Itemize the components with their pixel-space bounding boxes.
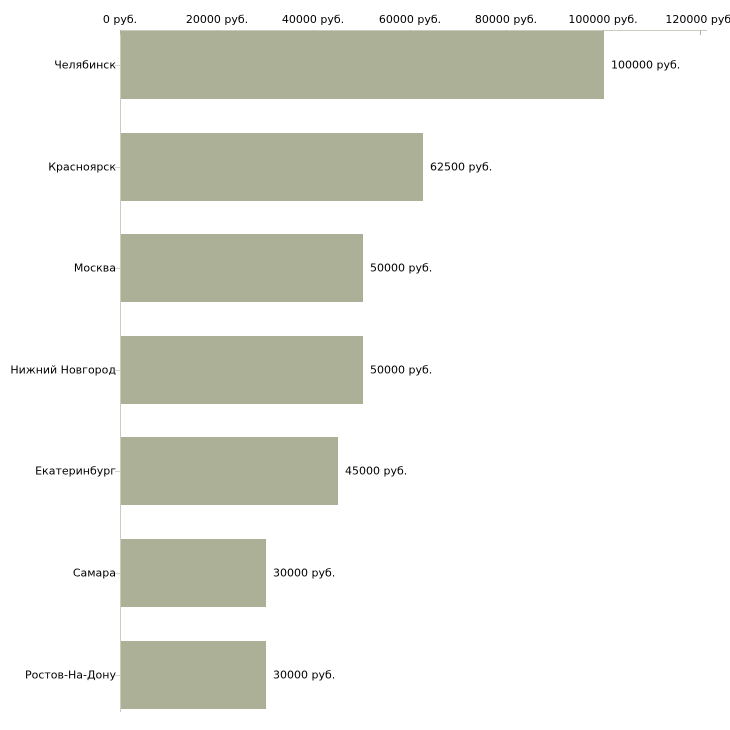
x-axis-tick-label: 80000 руб. — [474, 13, 538, 26]
category-label: Красноярск — [48, 160, 116, 174]
value-label: 30000 руб. — [273, 566, 336, 580]
value-label: 100000 руб. — [611, 58, 681, 72]
category-tick-mark — [115, 573, 120, 574]
y-axis-line — [120, 30, 121, 712]
bar-4 — [121, 336, 363, 404]
bar-6 — [121, 539, 266, 607]
x-axis-line — [120, 30, 707, 31]
x-axis-tick-label: 100000 руб. — [568, 13, 638, 26]
category-label: Екатеринбург — [35, 464, 116, 478]
category-tick-mark — [115, 268, 120, 269]
x-axis-tick-label: 20000 руб. — [185, 13, 249, 26]
category-label: Москва — [73, 261, 116, 275]
x-axis-tick-label: 0 руб. — [102, 13, 138, 26]
value-label: 45000 руб. — [345, 464, 408, 478]
category-label: Самара — [72, 566, 116, 580]
category-tick-mark — [115, 370, 120, 371]
value-label: 30000 руб. — [273, 668, 336, 682]
bar-7 — [121, 641, 266, 709]
category-label: Челябинск — [54, 58, 116, 72]
value-label: 50000 руб. — [370, 363, 433, 377]
value-label: 62500 руб. — [430, 160, 493, 174]
x-axis-tick-label: 120000 руб. — [665, 13, 730, 26]
bar-5 — [121, 437, 338, 505]
x-axis-tick-mark — [120, 30, 121, 35]
category-tick-mark — [115, 167, 120, 168]
x-axis-tick-label: 40000 руб. — [281, 13, 345, 26]
x-axis-tick-mark — [700, 30, 701, 35]
value-label: 50000 руб. — [370, 261, 433, 275]
x-axis-tick-label: 60000 руб. — [378, 13, 442, 26]
category-tick-mark — [115, 65, 120, 66]
category-tick-mark — [115, 675, 120, 676]
category-tick-mark — [115, 471, 120, 472]
category-label: Ростов-На-Дону — [24, 668, 116, 682]
bar-3 — [121, 234, 363, 302]
bar-2 — [121, 133, 423, 201]
category-label: Нижний Новгород — [10, 363, 116, 377]
bar-1 — [121, 31, 604, 99]
